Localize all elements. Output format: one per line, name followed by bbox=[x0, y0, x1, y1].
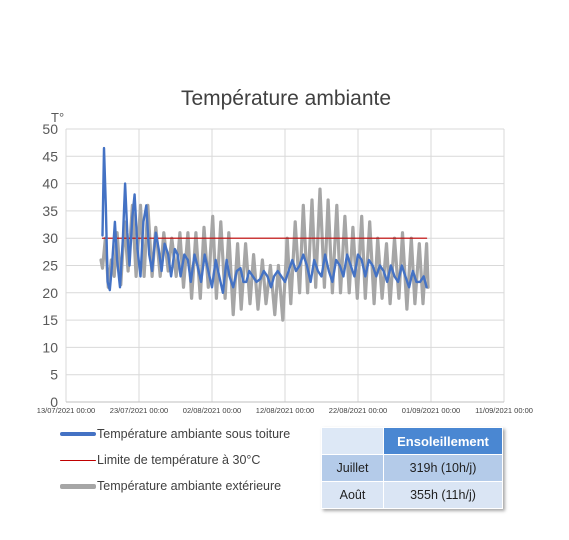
x-tick-label: 02/08/2021 00:00 bbox=[183, 406, 241, 415]
x-tick-label: 12/08/2021 00:00 bbox=[256, 406, 314, 415]
x-tick-label: 01/09/2021 00:00 bbox=[402, 406, 460, 415]
legend-swatch-indoor bbox=[60, 432, 96, 436]
y-tick-label: 0 bbox=[50, 394, 58, 410]
y-axis-label: T° bbox=[51, 110, 64, 125]
y-tick-label: 10 bbox=[42, 339, 58, 355]
sunshine-month-cell: Août bbox=[321, 481, 384, 509]
axes: 0 5 10 15 20 25 30 35 40 45 50 13/07/2021 00:00 23/0… bbox=[37, 121, 533, 415]
chart-title: Température ambiante bbox=[181, 87, 391, 110]
y-tick-label: 30 bbox=[42, 230, 58, 246]
legend-swatch-limit bbox=[60, 460, 96, 461]
sunshine-value-cell: 319h (10h/j) bbox=[383, 454, 503, 482]
legend-item-limit: Limite de température à 30°C bbox=[60, 450, 320, 476]
y-tick-label: 15 bbox=[42, 312, 58, 328]
x-tick-label: 13/07/2021 00:00 bbox=[37, 406, 95, 415]
sunshine-value-cell: 355h (11h/j) bbox=[383, 481, 503, 509]
x-tick-label: 23/07/2021 00:00 bbox=[110, 406, 168, 415]
table-row: Juillet 319h (10h/j) bbox=[321, 454, 503, 482]
sunshine-month-cell: Juillet bbox=[321, 454, 384, 482]
y-tick-label: 25 bbox=[42, 258, 58, 274]
y-tick-label: 35 bbox=[42, 203, 58, 219]
y-tick-label: 40 bbox=[42, 176, 58, 192]
x-tick-label: 11/09/2021 00:00 bbox=[475, 406, 533, 415]
sunshine-table-header-row: Ensoleillement bbox=[321, 427, 503, 455]
sunshine-table: Ensoleillement Juillet 319h (10h/j) Août… bbox=[321, 427, 503, 509]
legend-swatch-outdoor bbox=[60, 484, 96, 489]
legend-label-limit: Limite de température à 30°C bbox=[97, 453, 261, 467]
x-tick-label: 22/08/2021 00:00 bbox=[329, 406, 387, 415]
legend-item-outdoor: Température ambiante extérieure bbox=[60, 476, 320, 502]
series-lines bbox=[99, 146, 430, 322]
y-tick-label: 50 bbox=[42, 121, 58, 137]
y-tick-label: 45 bbox=[42, 148, 58, 164]
legend-label-indoor: Température ambiante sous toiture bbox=[97, 427, 291, 441]
legend-label-outdoor: Température ambiante extérieure bbox=[97, 479, 282, 493]
y-tick-label: 20 bbox=[42, 285, 58, 301]
y-tick-label: 5 bbox=[50, 367, 58, 383]
gridlines bbox=[65, 128, 505, 403]
indoor-temperature-line bbox=[101, 146, 428, 294]
legend-item-indoor: Température ambiante sous toiture bbox=[60, 424, 320, 450]
sunshine-table-corner bbox=[321, 427, 384, 455]
sunshine-table-header: Ensoleillement bbox=[383, 427, 503, 455]
chart-legend: Température ambiante sous toiture Limite… bbox=[60, 424, 320, 502]
table-row: Août 355h (11h/j) bbox=[321, 481, 503, 509]
